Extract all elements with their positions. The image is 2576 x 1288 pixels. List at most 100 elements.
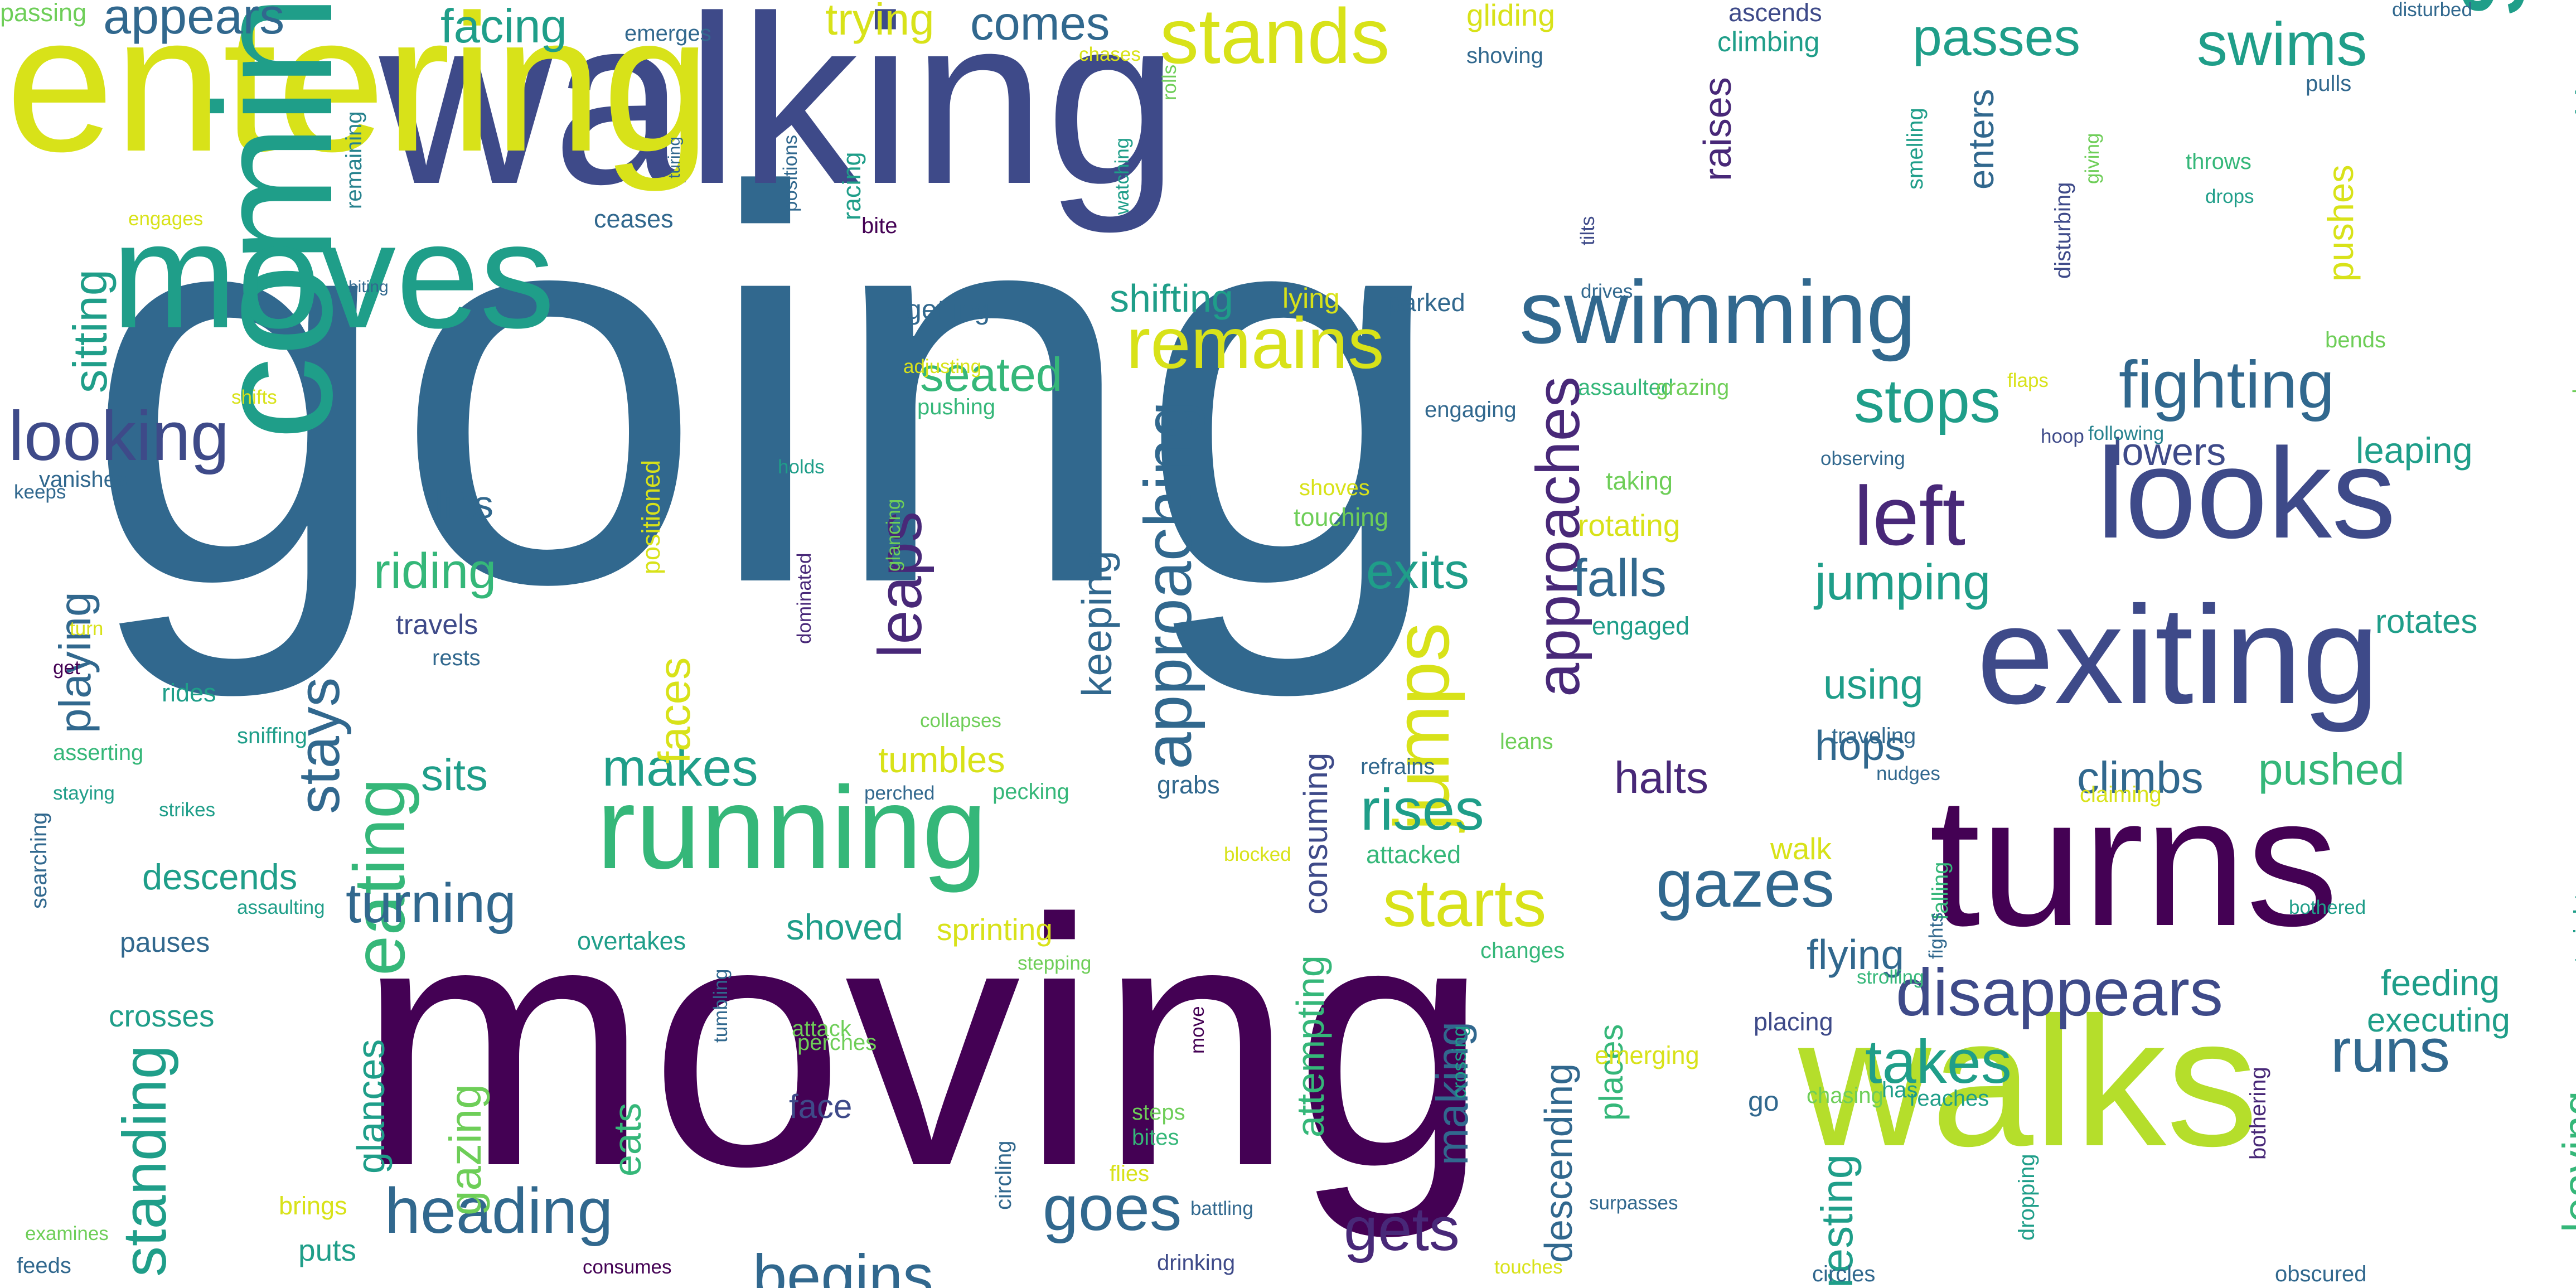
cloud-word: touches bbox=[1494, 1256, 1563, 1278]
cloud-word: blocked bbox=[1224, 844, 1291, 865]
cloud-word: exiting bbox=[1977, 577, 2380, 733]
cloud-word: bites bbox=[1132, 1125, 1179, 1150]
cloud-word: smelling bbox=[1903, 108, 1928, 190]
cloud-word: feeding bbox=[2381, 962, 2500, 1003]
cloud-word: drops bbox=[2205, 186, 2254, 207]
cloud-word: perched bbox=[864, 782, 935, 804]
cloud-word: consuming bbox=[1297, 752, 1334, 914]
cloud-word: throws bbox=[2186, 149, 2251, 174]
cloud-word: sits bbox=[421, 750, 488, 800]
cloud-word: climbing bbox=[1717, 26, 1820, 57]
cloud-word: steps bbox=[1132, 1100, 1185, 1125]
cloud-word: pauses bbox=[120, 927, 210, 958]
cloud-word: turing bbox=[665, 136, 684, 178]
cloud-word: following bbox=[2088, 423, 2165, 444]
cloud-word: refrains bbox=[1360, 754, 1435, 779]
cloud-word: overpowered bbox=[2569, 389, 2576, 502]
cloud-word: running bbox=[597, 762, 987, 893]
cloud-word: executing bbox=[2367, 1001, 2510, 1039]
cloud-word: traveling bbox=[1832, 724, 1916, 748]
cloud-word: approaching bbox=[1131, 401, 1205, 769]
cloud-word: turning bbox=[346, 872, 516, 934]
cloud-word: dominated bbox=[793, 553, 815, 644]
cloud-word: places bbox=[1592, 1024, 1630, 1121]
cloud-word: flies bbox=[1110, 1161, 1150, 1186]
cloud-word: shifts bbox=[231, 386, 277, 408]
cloud-word: stops bbox=[1854, 367, 2001, 435]
cloud-word: emerges bbox=[624, 21, 711, 46]
cloud-word: faces bbox=[650, 657, 699, 764]
cloud-word: shoving bbox=[1466, 43, 1543, 68]
cloud-word: descends bbox=[142, 856, 298, 897]
cloud-word: pushes bbox=[2320, 164, 2361, 282]
cloud-word: jumping bbox=[1815, 555, 1991, 611]
cloud-word: perches bbox=[797, 1030, 877, 1055]
cloud-word: flying bbox=[1807, 931, 1905, 978]
cloud-word: searching bbox=[27, 812, 51, 909]
cloud-word: bothering bbox=[2246, 1067, 2270, 1160]
cloud-word: chasing bbox=[1807, 1083, 1883, 1108]
cloud-word: climbs bbox=[2077, 753, 2204, 802]
cloud-word: shoves bbox=[1299, 476, 1370, 500]
cloud-word: swimming bbox=[1519, 262, 1916, 362]
cloud-word: eats bbox=[606, 1102, 649, 1176]
cloud-word: obscured bbox=[2275, 1262, 2367, 1286]
cloud-word: appears bbox=[103, 0, 285, 45]
cloud-word: moves bbox=[112, 192, 555, 360]
cloud-word: exits bbox=[1366, 544, 1470, 599]
cloud-word: pushed bbox=[2258, 744, 2405, 794]
cloud-word: bends bbox=[2325, 328, 2386, 352]
cloud-word: travels bbox=[396, 609, 478, 640]
cloud-word: getting bbox=[906, 294, 990, 325]
cloud-word: remaining bbox=[342, 111, 366, 209]
cloud-word: looks bbox=[2096, 422, 2396, 565]
cloud-word: go bbox=[1748, 1086, 1779, 1117]
cloud-word: grabs bbox=[1157, 771, 1220, 799]
cloud-word: watching bbox=[1111, 137, 1133, 215]
cloud-word: puts bbox=[298, 1233, 356, 1267]
cloud-word: chases bbox=[1079, 43, 1141, 65]
cloud-word: emerging bbox=[1595, 1041, 1699, 1069]
cloud-word: get bbox=[53, 657, 80, 679]
cloud-word: assaulted bbox=[1578, 375, 1674, 400]
cloud-word: ceases bbox=[594, 205, 674, 233]
cloud-word: drinking bbox=[1157, 1251, 1236, 1275]
cloud-word: has bbox=[1882, 1078, 1918, 1102]
cloud-word: feeds bbox=[17, 1253, 71, 1278]
cloud-word: gazes bbox=[1656, 846, 1835, 921]
cloud-word: walks bbox=[1798, 979, 2259, 1184]
cloud-word: riding bbox=[374, 544, 497, 599]
cloud-word: adjusting bbox=[903, 356, 982, 377]
cloud-word: lowers bbox=[2113, 430, 2226, 473]
cloud-word: falling bbox=[1928, 861, 1953, 920]
cloud-word: attacking bbox=[2568, 44, 2576, 201]
cloud-word: leaping bbox=[2356, 430, 2473, 471]
cloud-word: makes bbox=[602, 738, 758, 797]
cloud-word: using bbox=[1823, 661, 1924, 708]
cloud-word: glancing bbox=[883, 498, 904, 572]
cloud-word: leans bbox=[1500, 729, 1553, 754]
cloud-word: passing bbox=[0, 0, 87, 27]
cloud-word: disappears bbox=[1896, 955, 2224, 1030]
cloud-word: fights bbox=[1925, 912, 1947, 959]
cloud-word: turns bbox=[1929, 758, 2338, 964]
cloud-word: seated bbox=[920, 348, 1063, 401]
cloud-word: leaving bbox=[2554, 1091, 2576, 1232]
cloud-word: attempting bbox=[1289, 955, 1332, 1137]
cloud-word: observing bbox=[1820, 448, 1905, 469]
cloud-word: comes bbox=[970, 0, 1110, 50]
cloud-word: engages bbox=[128, 208, 204, 230]
cloud-word: rests bbox=[432, 646, 481, 670]
cloud-word: keeps bbox=[14, 481, 66, 503]
cloud-word: attacked bbox=[1366, 840, 1461, 869]
cloud-word: bite bbox=[861, 214, 898, 238]
cloud-word: gets bbox=[1344, 1195, 1460, 1263]
cloud-word: staying bbox=[53, 782, 115, 804]
cloud-word: stands bbox=[1160, 0, 1390, 80]
cloud-word: dropping bbox=[2015, 1154, 2039, 1241]
cloud-word: engaged bbox=[1592, 612, 1690, 640]
cloud-word: disturbing bbox=[2051, 182, 2075, 279]
cloud-word: engaging bbox=[1425, 398, 1517, 422]
cloud-word: hoop bbox=[2041, 425, 2084, 447]
cloud-word: walking bbox=[379, 0, 1179, 234]
